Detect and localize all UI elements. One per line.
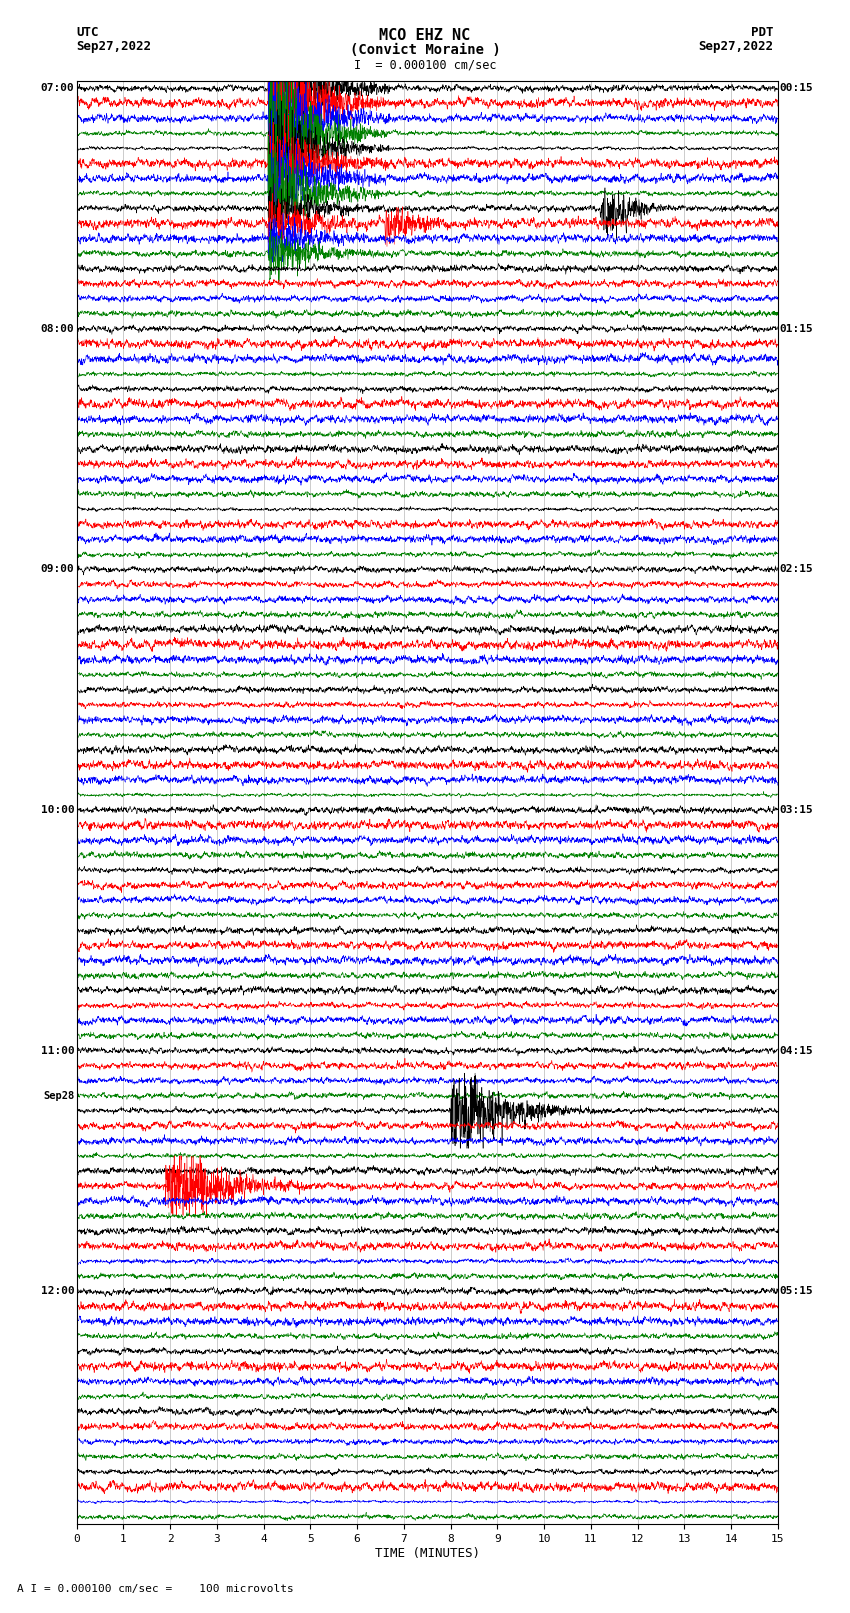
Text: 01:15: 01:15 — [779, 324, 813, 334]
Text: 00:15: 00:15 — [779, 84, 813, 94]
Text: 03:15: 03:15 — [779, 805, 813, 815]
Text: 10:00: 10:00 — [41, 805, 75, 815]
Text: 07:00: 07:00 — [41, 84, 75, 94]
Text: UTC: UTC — [76, 26, 99, 39]
Text: 12:00: 12:00 — [41, 1286, 75, 1297]
Text: (Convict Moraine ): (Convict Moraine ) — [349, 44, 501, 56]
Text: I  = 0.000100 cm/sec: I = 0.000100 cm/sec — [354, 58, 496, 71]
Text: 04:15: 04:15 — [779, 1045, 813, 1055]
Text: 09:00: 09:00 — [41, 565, 75, 574]
Text: 08:00: 08:00 — [41, 324, 75, 334]
Text: PDT: PDT — [751, 26, 774, 39]
Text: 11:00: 11:00 — [41, 1045, 75, 1055]
Text: Sep27,2022: Sep27,2022 — [699, 40, 774, 53]
Text: A I = 0.000100 cm/sec =    100 microvolts: A I = 0.000100 cm/sec = 100 microvolts — [17, 1584, 294, 1594]
Text: Sep27,2022: Sep27,2022 — [76, 40, 151, 53]
Text: Sep28: Sep28 — [43, 1090, 75, 1100]
Text: 05:15: 05:15 — [779, 1286, 813, 1297]
X-axis label: TIME (MINUTES): TIME (MINUTES) — [375, 1547, 479, 1560]
Text: 02:15: 02:15 — [779, 565, 813, 574]
Text: MCO EHZ NC: MCO EHZ NC — [379, 27, 471, 44]
